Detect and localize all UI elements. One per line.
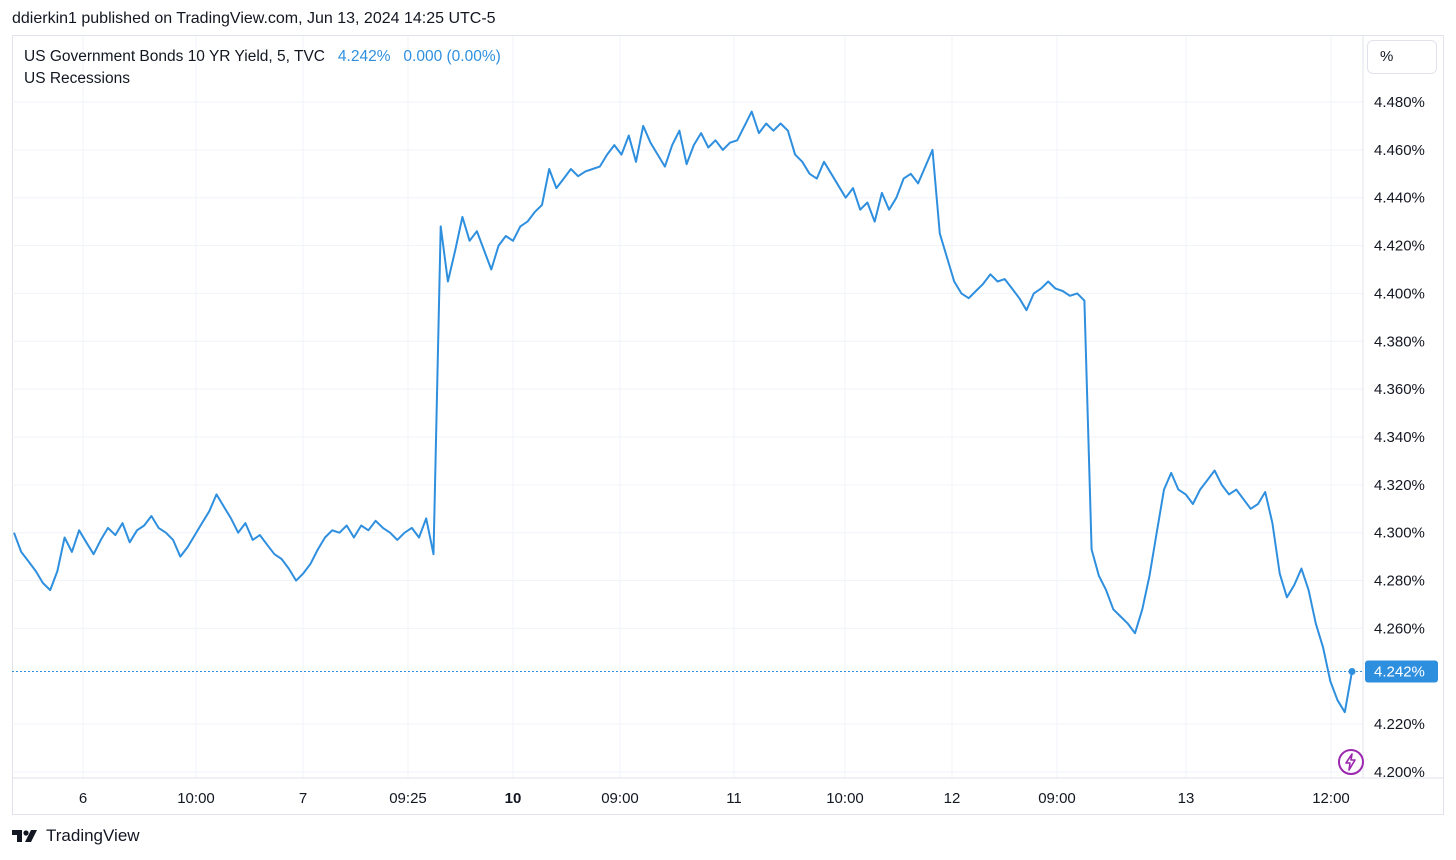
x-tick-label: 7 bbox=[299, 790, 307, 807]
tradingview-logo[interactable]: TradingView bbox=[12, 826, 140, 846]
legend-indicator[interactable]: US Recessions bbox=[24, 70, 130, 87]
time-axis: 6 10:00 7 09:25 10 09:00 11 10:00 12 09:00 13 12:00 bbox=[79, 790, 1350, 807]
y-tick-label: 4.220% bbox=[1374, 716, 1425, 733]
y-tick-label: 4.440% bbox=[1374, 190, 1425, 207]
y-tick-label: 4.320% bbox=[1374, 477, 1425, 494]
publish-line: ddierkin1 published on TradingView.com, … bbox=[12, 10, 496, 27]
x-tick-label: 12:00 bbox=[1312, 790, 1350, 807]
lightning-icon[interactable] bbox=[1338, 749, 1364, 775]
y-tick-label: 4.340% bbox=[1374, 429, 1425, 446]
x-tick-label: 10:00 bbox=[826, 790, 864, 807]
y-tick-label: 4.380% bbox=[1374, 333, 1425, 350]
series-line-us10y bbox=[13, 110, 1353, 714]
y-tick-label: 4.300% bbox=[1374, 525, 1425, 542]
legend-change: 0.000 (0.00%) bbox=[403, 48, 501, 65]
x-tick-label: 09:00 bbox=[1038, 790, 1076, 807]
x-tick-label: 09:00 bbox=[601, 790, 639, 807]
chart-legend: US Government Bonds 10 YR Yield, 5, TVC … bbox=[24, 46, 501, 90]
percent-scale-button[interactable]: % bbox=[1367, 40, 1437, 74]
lightning-icon-glyph bbox=[1345, 753, 1356, 771]
x-tick-label: 10:00 bbox=[177, 790, 215, 807]
x-tick-label: 10 bbox=[505, 790, 522, 807]
last-price-label-bg bbox=[1365, 660, 1438, 683]
chart-frame bbox=[12, 35, 1444, 815]
x-tick-label: 09:25 bbox=[389, 790, 427, 807]
y-tick-label: 4.200% bbox=[1374, 764, 1425, 781]
last-price-label: 4.242% bbox=[1365, 660, 1438, 683]
y-tick-label: 4.420% bbox=[1374, 238, 1425, 255]
legend-last-value: 4.242% bbox=[337, 48, 391, 65]
last-price-label-text: 4.242% bbox=[1374, 664, 1425, 681]
y-tick-label: 4.400% bbox=[1374, 285, 1425, 302]
y-tick-label: 4.260% bbox=[1374, 620, 1425, 637]
tradingview-wordmark: TradingView bbox=[46, 826, 140, 845]
x-tick-label: 12 bbox=[944, 790, 961, 807]
price-axis: 4.200% 4.220% 4.260% 4.280% 4.300% 4.320% 4.34… bbox=[1374, 94, 1425, 781]
y-tick-label: 4.280% bbox=[1374, 573, 1425, 590]
x-tick-label: 11 bbox=[726, 790, 742, 807]
x-tick-label: 6 bbox=[79, 790, 87, 807]
y-tick-label: 4.460% bbox=[1374, 142, 1425, 159]
y-tick-label: 4.360% bbox=[1374, 381, 1425, 398]
legend-symbol[interactable]: US Government Bonds 10 YR Yield, 5, TVC bbox=[24, 48, 325, 65]
last-price-dot bbox=[1348, 668, 1356, 675]
y-tick-label: 4.480% bbox=[1374, 94, 1425, 111]
tradingview-logo-icon bbox=[12, 830, 37, 842]
x-tick-label: 13 bbox=[1178, 790, 1195, 807]
grid-lines bbox=[12, 36, 1363, 778]
